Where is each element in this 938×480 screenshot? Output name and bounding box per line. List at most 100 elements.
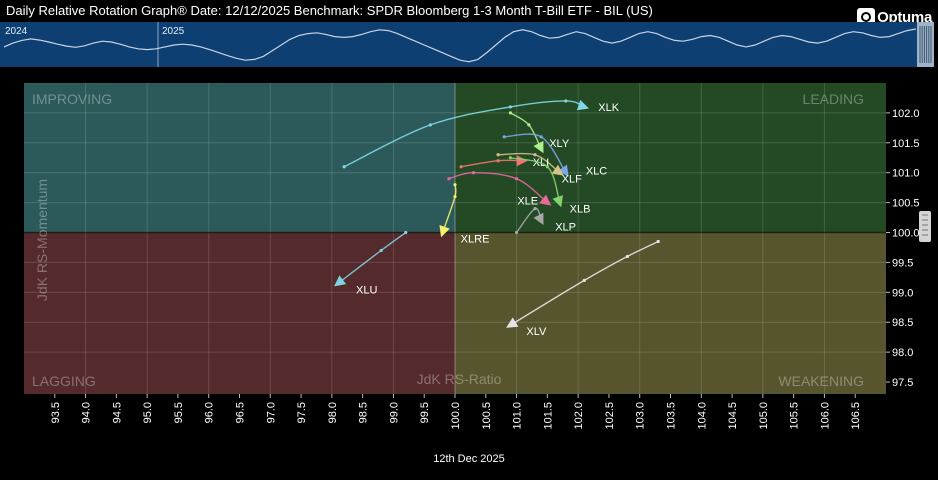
- series-arrowhead: [539, 194, 552, 206]
- series-xlb[interactable]: XLB: [508, 156, 591, 216]
- y-tick-label: 101.5: [892, 138, 920, 150]
- series-label: XLK: [598, 102, 619, 114]
- date-footer: 12th Dec 2025: [433, 453, 505, 465]
- chart-title: Daily Relative Rotation Graph® Date: 12/…: [6, 3, 653, 18]
- series-point: [582, 278, 586, 282]
- series-arrowhead: [334, 275, 347, 287]
- x-tick-label: 94.5: [111, 402, 123, 423]
- y-tick-label: 100.5: [892, 198, 920, 210]
- y-tick-label: 99.5: [892, 257, 913, 269]
- series-xlc[interactable]: XLC: [502, 133, 608, 180]
- y-tick-label: 98.0: [892, 347, 913, 359]
- y-tick-label: 100.0: [892, 228, 920, 240]
- series-point: [625, 254, 630, 259]
- series-arrowhead: [533, 212, 544, 226]
- x-tick-label: 100.5: [481, 402, 493, 430]
- mini-scroll-handle[interactable]: [917, 22, 934, 67]
- y-tick-label: 99.0: [892, 287, 913, 299]
- series-tail-line: [343, 100, 585, 168]
- series-point: [508, 105, 513, 109]
- overview-mini-chart[interactable]: 2024 2025: [0, 22, 938, 68]
- series-arrowhead: [516, 155, 528, 167]
- series-label: XLV: [526, 326, 547, 338]
- series-label: XLC: [586, 166, 607, 178]
- series-tail-line: [510, 240, 659, 326]
- series-arrowhead: [557, 164, 569, 177]
- x-tick-label: 96.5: [235, 402, 247, 423]
- series-arrowhead: [506, 317, 519, 328]
- series-point: [496, 159, 500, 163]
- series-point: [428, 123, 432, 127]
- optuma-logo-icon: [857, 8, 876, 26]
- mini-line: [3, 28, 917, 63]
- series-point: [545, 165, 549, 169]
- quadrant-label-lagging: LAGGING: [32, 373, 96, 389]
- quadrant-lagging: [24, 232, 455, 394]
- x-tick-label: 97.5: [296, 402, 308, 423]
- series-xlp[interactable]: XLP: [514, 206, 576, 235]
- x-tick-label: 98.5: [358, 402, 370, 423]
- x-tick-label: 103.0: [635, 402, 647, 430]
- series-point: [447, 177, 451, 181]
- series-xlu[interactable]: XLU: [331, 230, 408, 296]
- series-point: [533, 153, 537, 157]
- quadrant-leading: [455, 83, 886, 233]
- series-point: [514, 230, 519, 235]
- series-label: XLY: [549, 138, 570, 150]
- mini-label-2024: 2024: [5, 26, 28, 37]
- x-tick-label: 103.5: [666, 402, 678, 430]
- series-point: [453, 183, 457, 187]
- series-xle[interactable]: XLE: [447, 171, 554, 210]
- series-point: [502, 135, 506, 139]
- series-point: [539, 135, 543, 139]
- y-tick-label: 97.5: [892, 377, 913, 389]
- x-tick-label: 105.5: [789, 402, 801, 430]
- x-tick-label: 104.5: [727, 402, 739, 430]
- x-axis-title: JdK RS-Ratio: [417, 371, 502, 387]
- series-xlv[interactable]: XLV: [503, 239, 660, 338]
- title-bar: Daily Relative Rotation Graph® Date: 12/…: [0, 0, 938, 26]
- series-arrowhead: [552, 195, 563, 208]
- y-tick-label: 101.0: [892, 168, 920, 180]
- series-point: [453, 195, 457, 199]
- grid-lines: [24, 83, 886, 394]
- series-point: [342, 165, 346, 169]
- series-xlk[interactable]: XLK: [342, 99, 620, 169]
- series-arrowhead: [533, 140, 544, 154]
- quadrant-label-leading: LEADING: [803, 91, 864, 107]
- x-tick-label: 101.0: [512, 402, 524, 430]
- x-tick-label: 94.0: [81, 402, 93, 423]
- series-xlre[interactable]: XLRE: [436, 183, 490, 246]
- quadrant-label-weakening: WEAKENING: [778, 373, 864, 389]
- x-tick-label: 97.0: [265, 402, 277, 423]
- right-scroll-handle[interactable]: [919, 211, 931, 242]
- series-point: [404, 230, 408, 235]
- series-label: XLF: [562, 174, 582, 186]
- series-point: [471, 171, 476, 175]
- x-tick-label: 93.5: [50, 402, 62, 423]
- series-point: [508, 111, 513, 115]
- series-arrowhead: [576, 99, 590, 111]
- series-xly[interactable]: XLY: [508, 111, 570, 155]
- x-tick-label: 101.5: [542, 402, 554, 430]
- series-arrowhead: [439, 225, 450, 238]
- series-point: [527, 123, 531, 127]
- x-tick-label: 106.0: [819, 402, 831, 430]
- y-tick-label: 102.0: [892, 108, 920, 120]
- x-tick-label: 98.0: [327, 402, 339, 423]
- series-xlf[interactable]: XLF: [496, 152, 583, 186]
- quadrant-label-improving: IMPROVING: [32, 91, 112, 107]
- x-tick-label: 99.5: [419, 402, 431, 423]
- quadrant-weakening: [455, 232, 886, 394]
- x-tick-label: 102.0: [573, 402, 585, 430]
- x-tick-label: 105.0: [758, 402, 770, 430]
- x-tick-label: 100.0: [450, 402, 462, 430]
- series-arrowhead: [551, 164, 564, 176]
- series-point: [564, 99, 568, 103]
- x-tick-label: 106.5: [850, 402, 862, 430]
- series-point: [656, 239, 660, 244]
- y-axis-title: JdK RS-Momentum: [34, 179, 50, 301]
- series-point: [514, 177, 519, 181]
- series-point: [496, 153, 500, 157]
